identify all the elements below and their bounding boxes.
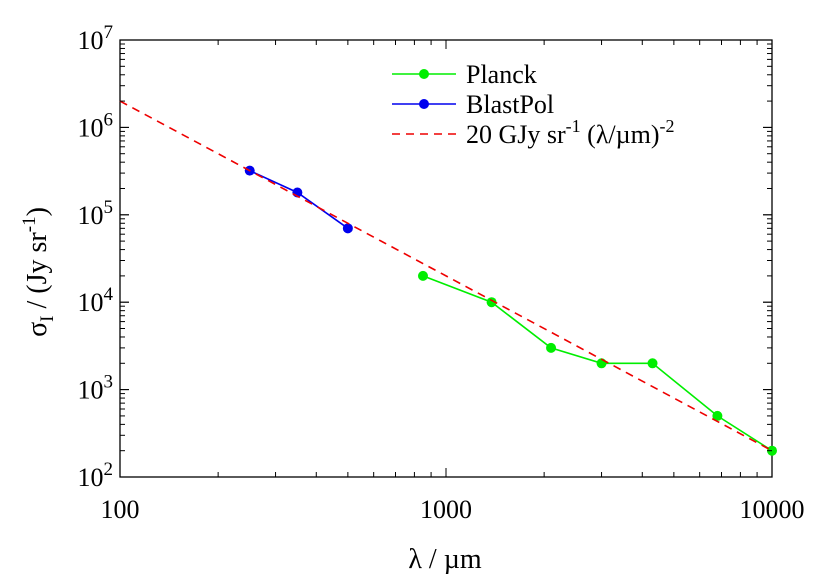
series-point-blastpol <box>342 223 353 234</box>
y-axis-label-end: ) <box>22 207 53 216</box>
y-tick-label: 104 <box>78 284 114 317</box>
y-tick-label: 105 <box>78 197 114 230</box>
x-tick-label: 100 <box>101 495 140 524</box>
y-axis-label-mid: / (Jy sr <box>22 232 53 316</box>
powerlaw-line <box>119 100 773 452</box>
series-point-planck <box>647 358 658 369</box>
series-point-planck <box>712 410 723 421</box>
series-line-blastpol <box>249 169 349 229</box>
y-tick-label: 107 <box>78 22 114 55</box>
legend-label-blastpol: BlastPol <box>466 90 554 119</box>
plot-frame <box>119 39 773 478</box>
legend-label-20-gjy-sr-1-m-2: 20 GJy sr-1 (λ/µm)-2 <box>466 116 675 149</box>
y-tick-label: 102 <box>78 459 114 492</box>
x-axis-label: λ / µm <box>408 544 481 575</box>
series-point-planck <box>546 342 557 353</box>
x-tick-label: 1000 <box>420 495 472 524</box>
x-tick-label: 10000 <box>740 495 805 524</box>
y-axis-label-base: σ <box>22 322 53 337</box>
series-point-planck <box>486 297 497 308</box>
legend-marker-blastpol <box>419 99 429 109</box>
legend-label-planck: Planck <box>466 60 537 89</box>
y-tick-label: 103 <box>78 372 114 405</box>
series-layer <box>119 100 777 456</box>
y-axis-label-sub: I <box>37 315 58 321</box>
series-point-planck <box>417 270 428 281</box>
ticks-layer: 100 1000 10000 102 103 104 105 106 107 <box>78 22 805 524</box>
legend-marker-planck <box>419 69 429 79</box>
plot-area <box>119 39 773 478</box>
y-axis-label-sup: -1 <box>19 216 40 232</box>
y-axis-label: σI / (Jy sr-1) <box>19 207 58 337</box>
y-tick-label: 106 <box>78 109 114 142</box>
